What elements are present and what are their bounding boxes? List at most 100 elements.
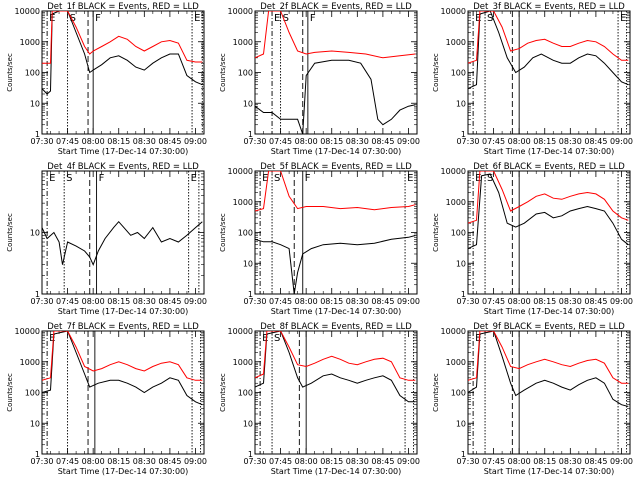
series-line-events: [468, 11, 629, 90]
x-tick-label: 08:30: [559, 137, 582, 146]
y-tick-label: 10: [243, 419, 253, 428]
series-line-events: [255, 59, 416, 134]
y-tick-label: 10000: [228, 167, 253, 176]
marker-label: S: [283, 13, 289, 24]
y-axis-label: Counts/sec: [219, 213, 227, 252]
chart-panel-3: Det_3f BLACK = Events, RED = LLD 1 10 100 10…: [432, 2, 633, 156]
x-tick-label: 08:00: [508, 137, 531, 146]
x-tick-label: 09:00: [184, 297, 207, 306]
y-tick-label: 1: [35, 130, 40, 139]
x-tick-label: 07:30: [456, 137, 479, 146]
chart-title: Det_5f BLACK = Events, RED = LLD: [260, 162, 412, 172]
x-tick-label: 08:15: [320, 297, 343, 306]
plot-frame: [254, 170, 418, 295]
x-tick-label: 08:30: [559, 457, 582, 466]
x-tick-label: 08:00: [295, 297, 318, 306]
series-line-events: [42, 11, 203, 95]
plot-frame: [41, 170, 205, 295]
x-tick-label: 08:00: [295, 457, 318, 466]
x-tick-label: 07:30: [243, 297, 266, 306]
marker-label: S: [274, 173, 280, 184]
plot-frame: [467, 330, 631, 455]
x-tick-label: 07:45: [269, 457, 292, 466]
y-tick-label: 100: [451, 389, 466, 398]
x-tick-label: 08:30: [559, 297, 582, 306]
y-tick-label: 1: [35, 450, 40, 459]
x-tick-label: 08:45: [584, 297, 607, 306]
series-line-events: [468, 331, 629, 407]
x-tick-label: 08:00: [295, 137, 318, 146]
chart-panel-5: Det_5f BLACK = Events, RED = LLD 1 10 100 10…: [219, 162, 420, 316]
series-line-lld: [468, 171, 629, 224]
series-line-events: [255, 235, 416, 294]
plot-frame: [254, 10, 418, 135]
chart-panel-4: Det_4f BLACK = Events, RED = LLD 1 10 07:30…: [6, 162, 207, 316]
x-tick-label: 08:45: [371, 457, 394, 466]
x-tick-label: 07:45: [56, 297, 79, 306]
x-tick-label: 08:45: [158, 457, 181, 466]
x-tick-label: 07:30: [243, 457, 266, 466]
chart-panel-9: Det_9f BLACK = Events, RED = LLD 1 10 100 10…: [432, 322, 633, 476]
series-line-lld: [255, 171, 416, 212]
plot-frame: [467, 10, 631, 135]
chart-title: Det_9f BLACK = Events, RED = LLD: [473, 322, 625, 332]
x-tick-label: 07:30: [456, 457, 479, 466]
y-axis-label: Counts/sec: [6, 53, 14, 92]
x-axis-label: Start Time (17-Dec-14 07:30:00): [484, 307, 615, 316]
y-tick-label: 10000: [441, 327, 466, 336]
marker-label: E: [262, 173, 268, 184]
series-line-lld: [255, 11, 416, 59]
x-tick-label: 08:45: [158, 297, 181, 306]
y-tick-label: 10000: [441, 167, 466, 176]
series-line-lld: [42, 11, 203, 64]
marker-label: F: [99, 173, 105, 184]
x-axis-label: Start Time (17-Dec-14 07:30:00): [271, 147, 402, 156]
series-line-lld: [255, 331, 416, 381]
marker-label: S: [70, 13, 76, 24]
series-line-events: [468, 173, 629, 250]
y-tick-label: 10000: [15, 7, 40, 16]
y-tick-label: 1: [461, 290, 466, 299]
y-tick-label: 100: [451, 69, 466, 78]
x-tick-label: 08:45: [584, 457, 607, 466]
marker-label: E: [475, 13, 481, 24]
x-tick-label: 07:45: [269, 137, 292, 146]
marker-label: E: [274, 13, 280, 24]
y-tick-label: 1: [35, 290, 40, 299]
chart-title: Det_8f BLACK = Events, RED = LLD: [260, 322, 412, 332]
chart-title: Det_1f BLACK = Events, RED = LLD: [47, 2, 199, 12]
y-axis-label: Counts/sec: [6, 213, 14, 252]
y-tick-label: 10: [243, 99, 253, 108]
y-axis-label: Counts/sec: [6, 373, 14, 412]
x-tick-label: 08:15: [107, 137, 130, 146]
x-tick-label: 08:45: [158, 137, 181, 146]
plot-frame: [467, 170, 631, 295]
marker-label: F: [305, 173, 311, 184]
x-tick-label: 07:45: [56, 137, 79, 146]
x-axis-label: Start Time (17-Dec-14 07:30:00): [484, 147, 615, 156]
x-tick-label: 08:00: [82, 457, 105, 466]
y-tick-label: 1000: [446, 358, 466, 367]
x-axis-label: Start Time (17-Dec-14 07:30:00): [271, 467, 402, 476]
y-axis-label: Counts/sec: [219, 373, 227, 412]
x-tick-label: 07:45: [269, 297, 292, 306]
marker-label: E: [49, 173, 55, 184]
x-tick-label: 09:00: [610, 457, 633, 466]
x-axis-label: Start Time (17-Dec-14 07:30:00): [58, 147, 189, 156]
chart-title: Det_3f BLACK = Events, RED = LLD: [473, 2, 625, 12]
x-tick-label: 09:00: [184, 457, 207, 466]
marker-label: E: [194, 13, 200, 24]
plot-frame: [41, 330, 205, 455]
x-tick-label: 07:30: [456, 297, 479, 306]
y-tick-label: 10: [456, 259, 466, 268]
marker-label: E: [475, 333, 481, 344]
x-tick-label: 08:45: [371, 297, 394, 306]
x-tick-label: 09:00: [397, 137, 420, 146]
y-tick-label: 10000: [15, 327, 40, 336]
marker-label: S: [66, 173, 72, 184]
x-tick-label: 08:15: [533, 137, 556, 146]
series-line-lld: [468, 11, 629, 64]
y-tick-label: 1000: [446, 198, 466, 207]
